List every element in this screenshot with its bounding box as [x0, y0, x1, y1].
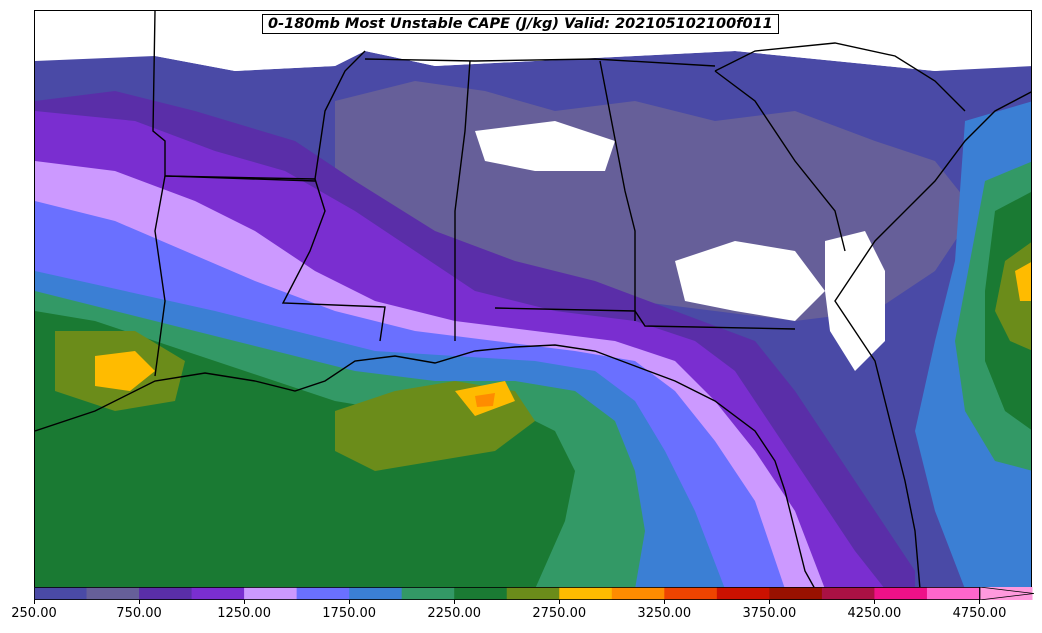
boundaries: [35, 11, 1031, 587]
colorbar-tick-mark: [769, 600, 771, 604]
state-border-al-fl: [494, 307, 796, 330]
colorbar-segment: [769, 587, 823, 600]
map-panel: [34, 10, 1032, 588]
colorbar-segment: [664, 587, 718, 600]
colorbar-segment: [244, 587, 298, 600]
colorbar-segment: [874, 587, 928, 600]
colorbar-tick-mark: [34, 600, 35, 604]
state-border-nc: [714, 42, 966, 112]
colorbar-tick-mark: [244, 600, 246, 604]
state-border-ar-ms: [314, 50, 366, 180]
colorbar-segment: [34, 587, 88, 600]
map-title: 0-180mb Most Unstable CAPE (J/kg) Valid:…: [262, 14, 779, 34]
colorbar-segment: [926, 587, 980, 600]
colorbar-tick-label: 750.00: [116, 606, 162, 621]
colorbar-segment: [716, 587, 770, 600]
colorbar-tick-mark: [979, 600, 981, 604]
state-border-al-ga: [599, 60, 636, 321]
cape-band-2750-east: [1015, 262, 1031, 301]
colorbar-extend-max: [979, 587, 1034, 600]
east-coastline: [834, 91, 1031, 587]
colorbar-segment: [86, 587, 140, 600]
colorbar-segment: [139, 587, 193, 600]
colorbar-tick-mark: [874, 600, 876, 604]
cape-map: [35, 11, 1031, 587]
cape-band-3000: [475, 393, 495, 407]
state-border-tx-la: [154, 175, 166, 377]
colorbar-segment: [559, 587, 613, 600]
colorbar: [34, 587, 1034, 600]
cape-below-250-al: [475, 121, 615, 171]
coastline: [35, 344, 815, 587]
colorbar-tick-mark: [454, 600, 456, 604]
colorbar-tick-label: 250.00: [11, 606, 57, 621]
colorbar-tick-mark: [349, 600, 351, 604]
colorbar-tick-label: 1750.00: [322, 606, 377, 621]
colorbar-tick-mark: [559, 600, 561, 604]
colorbar-tick-label: 3250.00: [637, 606, 692, 621]
colorbar-segment: [191, 587, 245, 600]
colorbar-segment: [506, 587, 560, 600]
colorbar-segment: [821, 587, 875, 600]
colorbar-tick-mark: [139, 600, 141, 604]
colorbar-tick-mark: [664, 600, 666, 604]
cape-below-250-ga: [675, 241, 825, 321]
colorbar-tick-label: 1250.00: [217, 606, 271, 621]
cape-below-250-sc: [825, 231, 885, 371]
colorbar-tick-label: 2750.00: [532, 606, 587, 621]
state-border-ms-al: [454, 60, 471, 341]
colorbar-segment: [401, 587, 455, 600]
colorbar-tick-label: 3750.00: [742, 606, 797, 621]
state-border-ga-sc: [714, 70, 846, 252]
colorbar-tick-label: 2250.00: [427, 606, 482, 621]
colorbar-outline: [34, 587, 981, 600]
colorbar-tick-label: 4250.00: [847, 606, 902, 621]
state-border-tn: [364, 58, 716, 67]
colorbar-segment: [296, 587, 350, 600]
cape-field: [35, 11, 1031, 587]
colorbar-segment: [611, 587, 665, 600]
colorbar-segment: [349, 587, 403, 600]
colorbar-tick-label: 4750.00: [952, 606, 1007, 621]
colorbar-segment: [454, 587, 508, 600]
cape-band-2750: [95, 351, 155, 391]
